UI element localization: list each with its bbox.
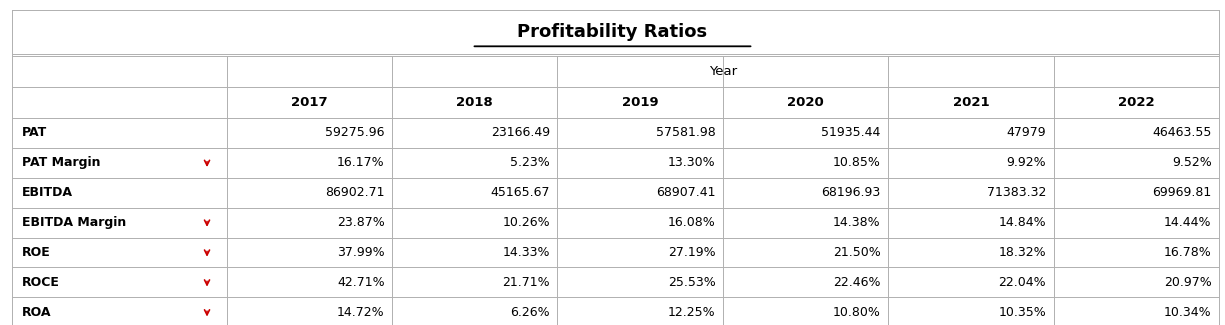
Text: 14.72%: 14.72% (337, 306, 385, 319)
Text: 69969.81: 69969.81 (1153, 186, 1212, 199)
Text: 10.80%: 10.80% (833, 306, 881, 319)
Text: 2017: 2017 (292, 96, 327, 109)
Text: ROE: ROE (22, 246, 50, 259)
Text: 46463.55: 46463.55 (1153, 126, 1212, 139)
Text: 47979: 47979 (1007, 126, 1046, 139)
Text: 6.26%: 6.26% (511, 306, 550, 319)
Text: 37.99%: 37.99% (337, 246, 385, 259)
Text: ROCE: ROCE (22, 276, 60, 289)
Text: 16.78%: 16.78% (1164, 246, 1212, 259)
Text: 9.92%: 9.92% (1007, 156, 1046, 169)
Text: EBITDA Margin: EBITDA Margin (22, 216, 126, 229)
Text: 12.25%: 12.25% (668, 306, 715, 319)
Text: 16.17%: 16.17% (337, 156, 385, 169)
Text: 71383.32: 71383.32 (987, 186, 1046, 199)
Text: 14.44%: 14.44% (1164, 216, 1212, 229)
Text: 9.52%: 9.52% (1172, 156, 1212, 169)
Text: 18.32%: 18.32% (998, 246, 1046, 259)
Text: 68196.93: 68196.93 (822, 186, 881, 199)
Text: EBITDA: EBITDA (22, 186, 74, 199)
Text: 2019: 2019 (622, 96, 658, 109)
Text: Year: Year (709, 65, 736, 78)
Text: 27.19%: 27.19% (668, 246, 715, 259)
Text: 10.34%: 10.34% (1164, 306, 1212, 319)
Text: 2022: 2022 (1118, 96, 1154, 109)
Text: 45165.67: 45165.67 (490, 186, 550, 199)
Text: 5.23%: 5.23% (511, 156, 550, 169)
Text: PAT: PAT (22, 126, 48, 139)
Text: 86902.71: 86902.71 (325, 186, 385, 199)
Text: 23.87%: 23.87% (337, 216, 385, 229)
Text: 2020: 2020 (788, 96, 824, 109)
Text: 42.71%: 42.71% (337, 276, 385, 289)
Text: Profitability Ratios: Profitability Ratios (517, 23, 708, 41)
Text: 14.84%: 14.84% (998, 216, 1046, 229)
Text: ROA: ROA (22, 306, 51, 319)
Text: 59275.96: 59275.96 (325, 126, 385, 139)
Text: 51935.44: 51935.44 (822, 126, 881, 139)
Text: 68907.41: 68907.41 (655, 186, 715, 199)
Text: 25.53%: 25.53% (668, 276, 715, 289)
Text: 23166.49: 23166.49 (491, 126, 550, 139)
Text: 10.26%: 10.26% (502, 216, 550, 229)
Text: 10.35%: 10.35% (998, 306, 1046, 319)
Text: PAT Margin: PAT Margin (22, 156, 100, 169)
Text: 2021: 2021 (953, 96, 989, 109)
Text: 10.85%: 10.85% (833, 156, 881, 169)
Text: 14.33%: 14.33% (502, 246, 550, 259)
Text: 21.50%: 21.50% (833, 246, 881, 259)
Text: 22.04%: 22.04% (998, 276, 1046, 289)
Text: 22.46%: 22.46% (833, 276, 881, 289)
Text: 2018: 2018 (456, 96, 492, 109)
Text: 57581.98: 57581.98 (655, 126, 715, 139)
Text: 21.71%: 21.71% (502, 276, 550, 289)
Text: 16.08%: 16.08% (668, 216, 715, 229)
Text: 13.30%: 13.30% (668, 156, 715, 169)
Text: 20.97%: 20.97% (1164, 276, 1212, 289)
Text: 14.38%: 14.38% (833, 216, 881, 229)
